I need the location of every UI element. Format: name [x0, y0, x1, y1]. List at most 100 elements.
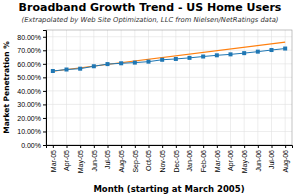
plot-frame	[46, 30, 292, 145]
grid-line	[148, 30, 149, 145]
grid-line	[162, 30, 163, 145]
tick-label: May-06	[241, 150, 249, 173]
grid-line	[175, 30, 176, 145]
tick: 0.00%	[21, 142, 46, 149]
tick: 70.00%	[17, 47, 46, 54]
tick: Feb-06	[200, 145, 207, 172]
tick: Aug-06	[282, 145, 290, 173]
tick-mark	[43, 77, 46, 78]
tick: 50.00%	[17, 74, 46, 81]
tick-label: 0.00%	[21, 142, 41, 149]
tick: May-05	[77, 145, 85, 173]
tick-label: Nov-05	[159, 150, 166, 173]
tick-mark	[272, 145, 273, 148]
tick: Jun-06	[255, 145, 262, 171]
grid-line	[230, 30, 231, 145]
tick-mark	[43, 50, 46, 51]
tick-mark	[135, 145, 136, 148]
tick-label: 60.00%	[17, 61, 41, 68]
grid-line	[189, 30, 190, 145]
tick-label: 20.00%	[17, 115, 41, 122]
tick-mark	[121, 145, 122, 148]
tick-mark	[108, 145, 109, 148]
grid-line	[107, 30, 108, 145]
grid-line	[203, 30, 204, 145]
grid-line	[271, 30, 272, 145]
tick-mark	[43, 37, 46, 38]
marker	[242, 51, 246, 55]
tick: Jan-06	[186, 145, 193, 171]
axis-line	[47, 146, 293, 149]
tick-label: Apr-05	[63, 150, 71, 171]
marker	[174, 57, 178, 61]
marker	[65, 68, 69, 72]
marker	[201, 55, 205, 59]
tick-mark	[244, 145, 245, 148]
tick-label: Oct-05	[145, 150, 152, 171]
tick-label: 50.00%	[17, 74, 41, 81]
marker	[133, 61, 137, 65]
tick-mark	[43, 118, 46, 119]
tick: Sep-05	[132, 145, 140, 173]
data-line	[53, 49, 285, 71]
tick-mark	[149, 145, 150, 148]
grid-line	[134, 30, 135, 145]
marker	[78, 67, 82, 71]
grid-line	[121, 30, 122, 145]
tick: 40.00%	[17, 88, 46, 95]
tick-label: 40.00%	[17, 88, 41, 95]
grid-line	[216, 30, 217, 145]
subtitle: (Extrapolated by Web Site Optimization, …	[22, 16, 279, 24]
marker	[92, 64, 96, 68]
title: Broadband Growth Trend - US Home Users	[19, 1, 282, 14]
x-axis: Mar-05 Apr-05 May-05 Jun-05 Jul-05 Aug-05 Sep-…	[47, 145, 293, 173]
tick-mark	[43, 104, 46, 105]
tick-mark	[53, 145, 54, 148]
grid-line	[257, 30, 258, 145]
grid-line	[46, 104, 292, 105]
tick: Apr-06	[227, 145, 235, 171]
grid-line	[46, 131, 292, 132]
tick-label: 10.00%	[17, 128, 41, 135]
tick: 10.00%	[17, 128, 46, 135]
grid-line	[46, 63, 292, 64]
grid-line	[46, 77, 292, 78]
tick: Apr-05	[63, 145, 71, 171]
tick-label: Aug-05	[118, 150, 126, 173]
tick-label: Jul-05	[104, 150, 111, 169]
tick-mark	[67, 145, 68, 148]
tick-label: May-05	[77, 150, 85, 173]
tick: 20.00%	[17, 115, 46, 122]
chart: Broadband Growth Trend - US Home Users (E…	[0, 0, 300, 195]
tick: Oct-05	[145, 145, 152, 171]
tick-label: Apr-06	[227, 150, 235, 171]
marker	[119, 61, 123, 65]
tick-mark	[162, 145, 163, 148]
marker	[51, 69, 55, 73]
tick-mark	[258, 145, 259, 148]
marker	[283, 47, 287, 51]
tick-mark	[285, 145, 286, 148]
grid-line	[46, 50, 292, 51]
marker	[188, 56, 192, 60]
grid-line	[52, 30, 53, 145]
grid-line	[66, 30, 67, 145]
grid-line	[46, 90, 292, 91]
marker	[106, 62, 110, 66]
tick-label: Jun-06	[255, 150, 262, 172]
grid-line	[80, 30, 81, 145]
tick: 30.00%	[17, 101, 46, 108]
marker	[215, 53, 219, 57]
y-axis-title: Market Penetration %	[2, 41, 11, 134]
tick-label: Dec-05	[173, 150, 180, 173]
tick: Aug-05	[118, 145, 126, 173]
tick-label: Mar-05	[50, 150, 57, 172]
tick: Jun-05	[91, 145, 98, 171]
tick-mark	[231, 145, 232, 148]
tick-label: 80.00%	[17, 34, 41, 41]
tick: Nov-05	[159, 145, 166, 173]
tick-label: 70.00%	[17, 47, 41, 54]
grid	[46, 30, 292, 145]
tick: Jul-06	[268, 145, 275, 169]
grid-line	[46, 117, 292, 118]
